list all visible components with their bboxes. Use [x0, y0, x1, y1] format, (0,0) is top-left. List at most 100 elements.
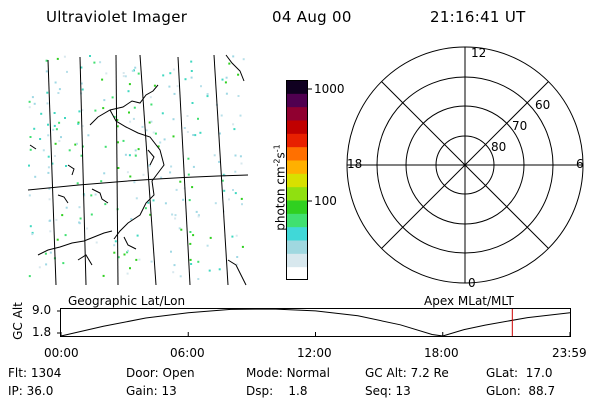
emission-dot: [34, 175, 37, 178]
emission-dot: [187, 173, 190, 176]
emission-dot: [28, 106, 31, 109]
color-scale-bar: [286, 80, 312, 281]
altitude-plot-frame: [60, 308, 571, 337]
emission-dot: [55, 128, 58, 131]
color-block: [286, 240, 308, 254]
emission-dot: [56, 57, 59, 60]
emission-dot: [66, 70, 68, 73]
emission-dot: [232, 123, 235, 126]
instrument-title: Ultraviolet Imager: [46, 8, 188, 26]
emission-dot: [186, 131, 189, 133]
emission-dot: [190, 70, 193, 72]
emission-dot: [80, 154, 83, 157]
colorbar-unit-label: photon cm-2s-1: [272, 144, 288, 231]
emission-dot: [134, 154, 137, 157]
geographic-panel-label: Geographic Lat/Lon: [68, 294, 186, 308]
emission-dot: [195, 210, 198, 213]
emission-dot: [28, 275, 31, 278]
emission-dot: [129, 267, 131, 270]
emission-dot: [31, 96, 34, 99]
emission-dot: [47, 171, 50, 174]
emission-dot: [194, 134, 197, 137]
longitude-grid-lines: [47, 54, 229, 286]
emission-dot: [47, 155, 50, 158]
emission-dot: [172, 271, 175, 274]
emission-dot: [149, 96, 152, 99]
xtick-label-0600: 06:00: [170, 346, 205, 360]
emission-dot: [86, 227, 89, 230]
altitude-x-ticks: [60, 332, 571, 336]
emission-dot: [159, 141, 162, 144]
emission-dot: [179, 275, 182, 278]
emission-dot: [241, 203, 243, 206]
xtick-label-1800: 18:00: [424, 346, 459, 360]
emission-dot: [51, 162, 54, 165]
emission-dot: [237, 95, 240, 97]
emission-dot: [54, 155, 56, 157]
emission-dot: [126, 251, 129, 254]
emission-dot: [124, 75, 127, 78]
emission-dot: [64, 234, 67, 237]
emission-dot: [241, 245, 244, 248]
emission-dot: [137, 72, 140, 75]
emission-dot: [228, 198, 230, 201]
emission-dot: [232, 189, 234, 191]
seq-info: Seq: 13: [365, 384, 411, 398]
emission-dot: [113, 244, 116, 247]
emission-dot: [90, 213, 93, 216]
emission-dot: [99, 61, 102, 64]
color-scale-blocks: [286, 80, 308, 281]
emission-dot: [81, 109, 84, 112]
emission-dot: [233, 128, 236, 131]
emission-dot: [164, 202, 167, 205]
emission-dot: [61, 214, 64, 217]
emission-dot: [53, 124, 56, 127]
color-block: [286, 120, 308, 134]
emission-dot: [141, 125, 144, 128]
emission-dot: [49, 251, 52, 254]
emission-dot: [134, 149, 137, 152]
emission-dot: [94, 193, 97, 196]
emission-dot: [239, 114, 242, 117]
emission-dot: [54, 81, 57, 84]
emission-dot: [171, 213, 174, 216]
emission-dot: [49, 230, 52, 233]
emission-dot: [179, 180, 182, 183]
emission-dot: [46, 91, 49, 94]
emission-dot: [80, 82, 83, 85]
emission-dot: [169, 171, 172, 174]
emission-dot: [175, 188, 178, 191]
emission-dot: [89, 55, 91, 57]
mlt-label-left: 18: [347, 157, 363, 171]
emission-dot: [83, 194, 86, 197]
xtick-label-2359: 23:59: [552, 346, 587, 360]
emission-dot: [33, 127, 36, 130]
emission-dot: [225, 92, 228, 95]
emission-dot: [148, 164, 151, 167]
emission-dot: [197, 215, 200, 218]
emission-dot: [31, 231, 34, 234]
emission-dot: [62, 262, 65, 265]
auroral-emission-dots: [28, 55, 245, 280]
emission-dot: [117, 141, 119, 144]
emission-dot: [45, 263, 48, 266]
color-block: [286, 106, 308, 121]
mlt-label-right: 6: [576, 157, 584, 171]
emission-dot: [235, 234, 238, 237]
emission-dot: [172, 118, 175, 121]
emission-dot: [219, 132, 221, 135]
emission-dot: [163, 138, 166, 141]
colorbar-tick-label-1000: 1000: [314, 82, 345, 96]
emission-dot: [28, 194, 31, 197]
emission-dot: [128, 154, 131, 157]
emission-dot: [42, 149, 45, 152]
emission-dot: [152, 131, 155, 134]
emission-dot: [58, 88, 61, 91]
emission-dot: [45, 70, 48, 73]
emission-dot: [58, 121, 61, 124]
emission-dot: [93, 61, 96, 64]
emission-dot: [137, 148, 140, 151]
color-block: [286, 133, 308, 148]
glon-info: GLon: 88.7: [486, 384, 556, 398]
emission-dot: [101, 78, 104, 81]
